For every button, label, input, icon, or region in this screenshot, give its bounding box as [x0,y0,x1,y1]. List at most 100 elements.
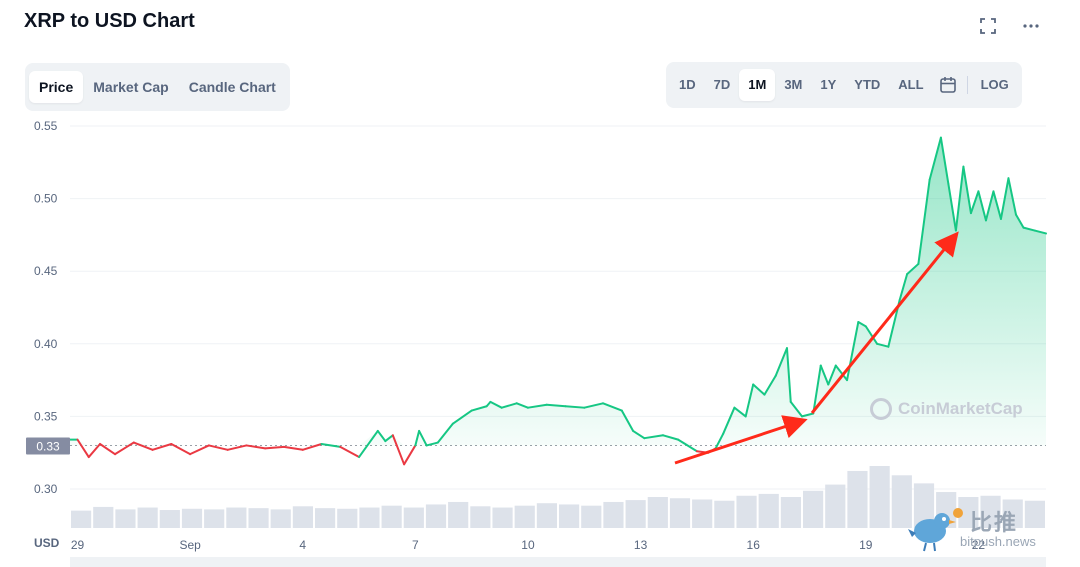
y-tick-label: 0.35 [34,409,58,423]
range-ytd[interactable]: YTD [854,77,881,92]
x-tick-label: 4 [299,538,306,552]
y-tick-label: 0.40 [34,337,58,351]
range-all[interactable]: ALL [898,77,924,92]
price-line-segment [451,409,473,425]
y-tick-label: 0.50 [34,192,58,206]
price-line-segment [714,432,725,450]
volume-bar [714,500,735,528]
baseline-badge-label: 0.33 [36,439,60,453]
volume-bar [780,497,801,528]
volume-bar [891,475,912,528]
price-line-segment [827,364,837,386]
range-3m[interactable]: 3M [784,77,803,92]
chart-type-tabs: Price Market Cap Candle Chart [25,63,290,111]
price-line-segment [1014,213,1025,229]
price-line-segment [489,400,503,409]
price-line-segment [403,444,417,466]
price-line-segment [928,136,942,181]
volume-bar [359,507,380,528]
volume-bar [1002,499,1023,528]
tab-candle-chart[interactable]: Candle Chart [188,79,276,95]
log-toggle[interactable]: LOG [980,77,1009,92]
price-line-segment [834,364,849,382]
price-line-segment [819,364,830,386]
x-tick-label: 13 [634,538,648,552]
x-tick-label: Sep [179,538,201,552]
volume-bar [159,510,180,528]
bitpush-overlay: 比推 bitpush.news [908,505,1068,555]
volume-bar [647,497,668,528]
x-tick-label: 22 [972,538,986,552]
price-line-segment [939,136,950,186]
tab-price[interactable]: Price [29,71,84,103]
x-axis-label: USD [34,536,60,550]
volume-bar [115,509,136,528]
price-line-segment [414,429,421,447]
volume-bar [692,499,713,528]
more-icon[interactable] [1022,18,1040,40]
range-7d[interactable]: 7D [713,77,731,92]
price-line-segment [906,262,920,276]
price-line-segment [436,422,454,444]
volume-bar [337,508,358,528]
volume-bar [270,509,291,528]
volume-bar [581,505,602,528]
range-1m[interactable]: 1M [739,69,776,101]
price-line-segment [984,190,995,222]
price-line-segment [564,405,586,409]
range-selector: 1D 7D 1M 3M 1Y YTD ALL LOG [666,62,1022,108]
volume-bar [93,506,114,528]
price-line-segment [376,429,387,443]
header-icons [980,18,1040,40]
tab-market-cap[interactable]: Market Cap [93,79,169,95]
price-line-segment [992,190,1002,220]
volume-bar [248,508,269,528]
x-tick-label: 29 [71,538,85,552]
price-line-segment [857,321,867,328]
price-line-segment [977,190,987,222]
price-line-segment [384,434,394,443]
price-line-segment [999,177,1010,220]
range-1d[interactable]: 1D [679,77,696,92]
volume-bar [425,504,447,528]
price-line-segment [744,383,755,418]
y-tick-label: 0.55 [34,119,58,133]
volume-bar [492,507,513,528]
expand-icon[interactable] [980,18,996,40]
calendar-icon[interactable] [933,70,963,100]
volume-bar [603,501,624,528]
price-line-segment [962,165,972,215]
volume-bar [869,466,890,528]
price-line-segment [76,438,90,459]
price-line-segment [789,400,803,418]
price-line-segment [339,445,361,459]
price-line-segment [969,190,980,215]
volume-bar [825,484,846,528]
price-line-segment [418,429,428,447]
price-line-segment [632,429,646,440]
volume-bar [625,500,646,528]
price-line-segment [132,441,154,451]
chart-title: XRP to USD Chart [24,10,195,32]
x-tick-label: 7 [412,538,419,552]
volume-bar [448,501,469,528]
price-line-segment [500,402,518,409]
price-line-segment [1007,177,1017,216]
volume-bar [559,504,580,528]
price-line-segment [752,383,766,396]
price-line-segment [1033,229,1047,235]
price-line-segment [114,441,135,456]
price-line-segment [515,402,529,409]
range-1y[interactable]: 1Y [820,77,837,92]
coinmarketcap-logo-icon [870,398,892,420]
x-tick-label: 10 [521,538,535,552]
price-line-segment [282,445,304,451]
price-line-segment [207,444,229,451]
x-tick-label: 19 [859,538,873,552]
x-tick-label: 16 [747,538,761,552]
price-line-segment [774,347,788,377]
volume-bar [226,507,247,528]
price-line-segment [264,445,285,450]
annotation-arrow [810,231,959,414]
